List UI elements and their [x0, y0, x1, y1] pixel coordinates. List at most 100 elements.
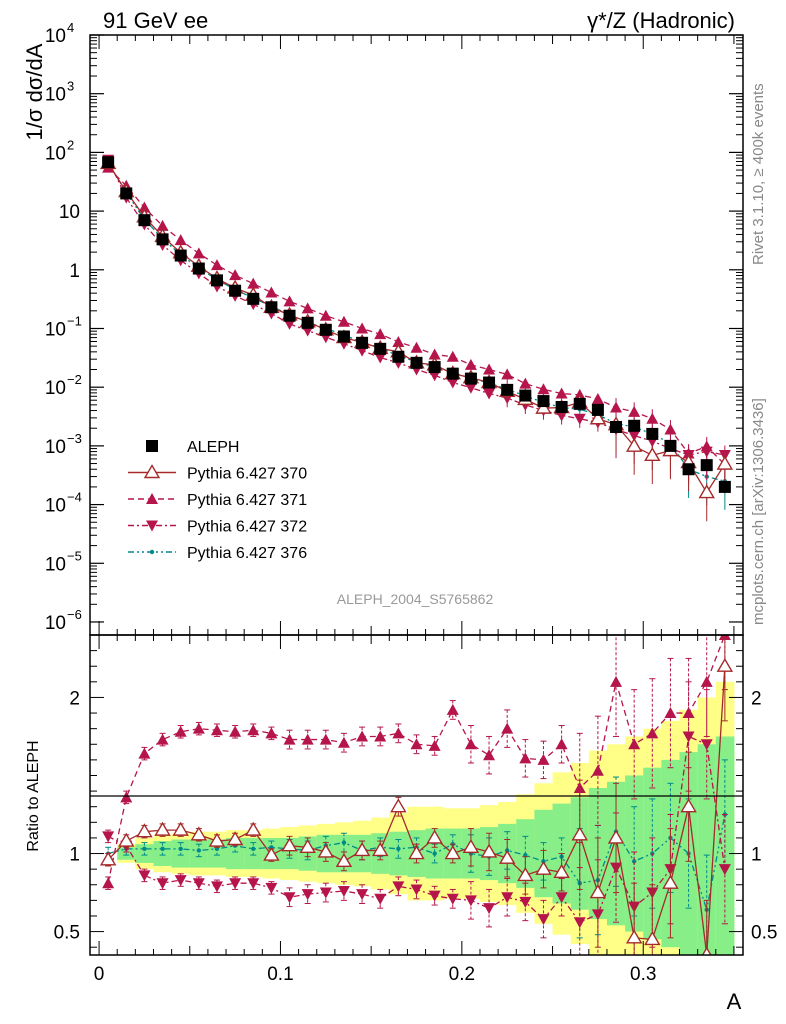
ratio-point: [392, 881, 405, 893]
y-tick-label: 1: [69, 261, 80, 282]
ratio-point: [229, 878, 242, 890]
data-point: [174, 249, 187, 262]
data-point: [174, 234, 187, 246]
ratio-point: [664, 707, 677, 719]
ratio-point: [444, 845, 461, 860]
ratio-point: [136, 823, 153, 838]
ratio-point: [631, 859, 637, 864]
ratio-point: [172, 821, 189, 836]
y-tick-exponent: −6: [67, 607, 82, 622]
ratio-point: [555, 892, 568, 904]
ratio-point: [281, 837, 298, 852]
ratio-point: [178, 846, 183, 852]
ratio-point: [446, 893, 459, 905]
top-panel-series: [99, 154, 734, 522]
data-point: [301, 316, 314, 329]
ratio-point: [432, 851, 437, 856]
data-point: [229, 269, 242, 281]
ratio-point: [517, 867, 534, 882]
ratio-point: [682, 707, 695, 719]
data-point: [210, 259, 223, 271]
ratio-point: [680, 798, 697, 813]
data-point: [283, 309, 296, 322]
y-tick-exponent: −1: [67, 313, 82, 328]
data-point: [718, 480, 731, 493]
data-point: [337, 330, 350, 343]
ratio-point: [229, 725, 242, 737]
ratio-point: [156, 733, 169, 745]
header-right: γ*/Z (Hadronic): [587, 8, 735, 33]
ratio-point: [138, 747, 151, 759]
ratio-point: [102, 877, 115, 889]
data-point: [138, 201, 151, 213]
data-point: [519, 377, 532, 389]
data-point: [535, 399, 552, 414]
y-tick-exponent: 4: [67, 20, 74, 35]
data-point: [102, 156, 115, 169]
ratio-point: [537, 753, 550, 765]
legend: ALEPH Pythia 6.427 370 Pythia 6.427 371 Pyt…: [128, 439, 307, 562]
x-tick-label: 0: [94, 964, 105, 985]
ratio-point: [535, 860, 552, 875]
data-point: [664, 423, 677, 435]
ratio-point: [501, 892, 514, 904]
y-tick-label: 10: [59, 202, 80, 223]
band-green: [697, 744, 717, 955]
data-point: [464, 382, 477, 394]
ratio-point: [537, 914, 550, 926]
data-point: [428, 348, 441, 360]
analysis-watermark: ALEPH_2004_S5765862: [337, 591, 494, 607]
data-point: [337, 315, 350, 327]
ratio-point: [625, 929, 643, 944]
data-point: [483, 376, 496, 389]
ratio-point: [700, 675, 713, 687]
data-point: [374, 352, 387, 364]
data-point: [247, 292, 260, 305]
legend-entry: Pythia 6.427 376: [187, 545, 307, 562]
series-line: [107, 161, 726, 482]
data-point: [664, 439, 677, 452]
y-tick-label: 10: [45, 496, 66, 517]
data-point: [192, 247, 205, 259]
y-tick-label: 10: [45, 613, 66, 634]
ratio-point: [464, 895, 477, 907]
y-tick-label: 10: [45, 437, 66, 458]
band-green: [389, 831, 408, 876]
y-tick-label: 10: [45, 378, 66, 399]
ratio-point: [317, 843, 335, 858]
band-green: [189, 839, 209, 868]
data-point: [682, 463, 695, 476]
ratio-point: [102, 831, 115, 843]
ratio-y-tick-label: 2: [69, 688, 80, 709]
ratio-point: [446, 703, 459, 715]
ratio-point: [190, 826, 208, 841]
data-point: [591, 392, 604, 404]
ratio-point: [210, 724, 223, 736]
y-tick-exponent: 3: [67, 79, 74, 94]
data-point: [610, 420, 623, 433]
legend-marker: [146, 493, 158, 504]
ratio-point: [299, 838, 316, 853]
ratio-point: [396, 846, 401, 852]
y-tick-exponent: −2: [67, 372, 82, 387]
ratio-point: [251, 846, 256, 852]
ratio-point: [335, 852, 353, 868]
ratio-point: [628, 738, 641, 750]
ratio-point: [208, 832, 226, 847]
ratio-point: [265, 882, 278, 894]
data-point: [392, 350, 405, 363]
data-point: [319, 309, 332, 321]
data-point: [628, 419, 641, 432]
data-point: [625, 437, 643, 452]
data-point: [464, 372, 477, 385]
data-point: [374, 328, 387, 340]
ratio-y-tick-label-right: 0.5: [751, 923, 777, 944]
ratio-point: [245, 821, 262, 836]
ratio-point: [138, 870, 151, 882]
ratio-point: [156, 878, 169, 890]
ratio-point: [301, 889, 314, 901]
ratio-point: [610, 675, 623, 687]
ratio-point: [607, 829, 625, 844]
data-point: [573, 413, 586, 425]
